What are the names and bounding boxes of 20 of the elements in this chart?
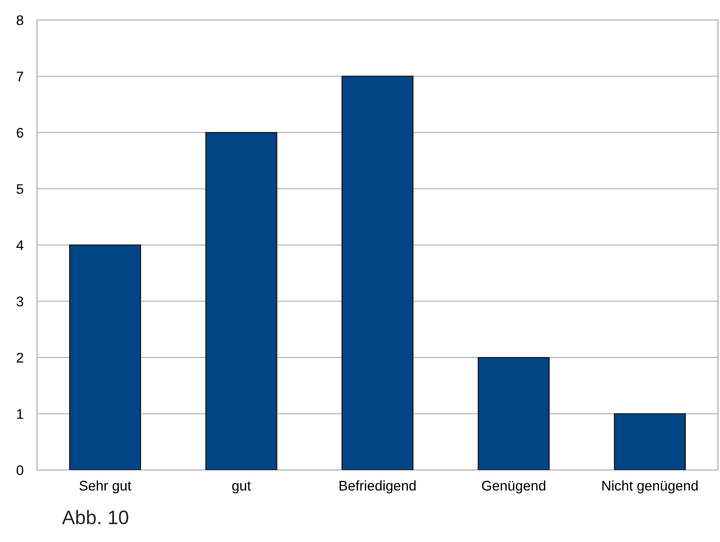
bar (69, 244, 142, 470)
bar (342, 76, 414, 470)
y-tick-label: 8 (16, 15, 24, 26)
x-tick-label: Befriedigend (340, 480, 416, 494)
y-tick-label: 4 (16, 240, 24, 250)
y-tick-label: 2 (16, 352, 24, 363)
y-tick-label: 5 (16, 184, 24, 194)
x-tick-label: Genügend (482, 480, 546, 494)
x-tick-label: Nicht genügend (602, 480, 698, 494)
caption: Abb. 10 (62, 510, 128, 524)
y-tick-label: 1 (17, 409, 24, 419)
bar (614, 413, 686, 470)
y-tick-label: 3 (16, 296, 24, 306)
bar (205, 132, 278, 470)
y-tick-label: 0 (16, 465, 24, 476)
y-tick-label: 6 (16, 128, 24, 138)
bar (478, 356, 550, 470)
x-tick-label: Sehr gut (79, 480, 132, 494)
y-tick-label: 7 (16, 72, 24, 82)
x-tick-label: gut (232, 482, 251, 494)
